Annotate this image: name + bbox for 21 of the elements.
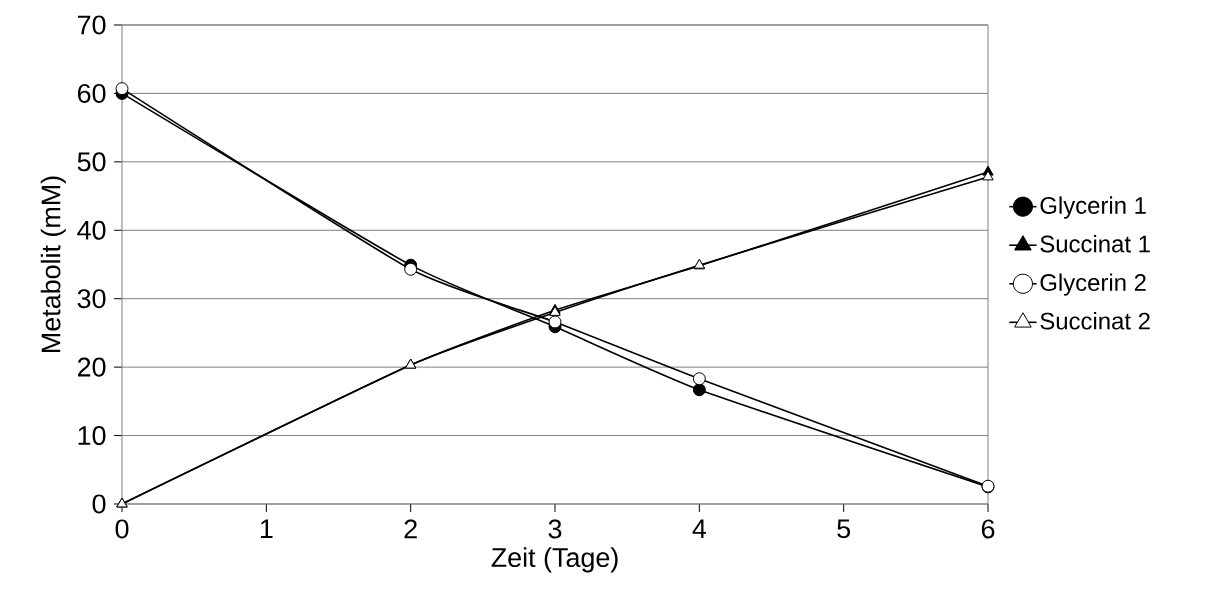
y-tick-label: 10 [78, 426, 106, 446]
y-tick-label: 30 [77, 289, 106, 309]
legend-label: Succinat 1 [1040, 234, 1150, 253]
y-tick-label: 50 [77, 152, 106, 172]
x-tick-label: 3 [548, 519, 562, 539]
y-tick-label: 40 [77, 220, 106, 240]
x-tick-label: 5 [837, 519, 851, 539]
x-tick-label: 0 [115, 519, 129, 539]
y-tick-label: 70 [77, 15, 106, 35]
y-axis-title: Metabolit (mM) [40, 176, 66, 352]
x-tick-label: 1 [260, 519, 273, 538]
y-tick-label: 20 [77, 357, 106, 377]
legend-label: Glycerin 2 [1040, 273, 1146, 296]
x-tick-label: 6 [981, 519, 995, 539]
x-axis-title: Zeit (Tage) [491, 547, 618, 573]
x-tick-label: 4 [692, 519, 707, 538]
legend-label: Succinat 2 [1040, 312, 1150, 330]
y-tick-label: 0 [92, 494, 106, 514]
legend-label: Glycerin 1 [1040, 196, 1146, 219]
y-tick-label: 60 [77, 83, 106, 103]
x-tick-label: 2 [404, 519, 417, 539]
